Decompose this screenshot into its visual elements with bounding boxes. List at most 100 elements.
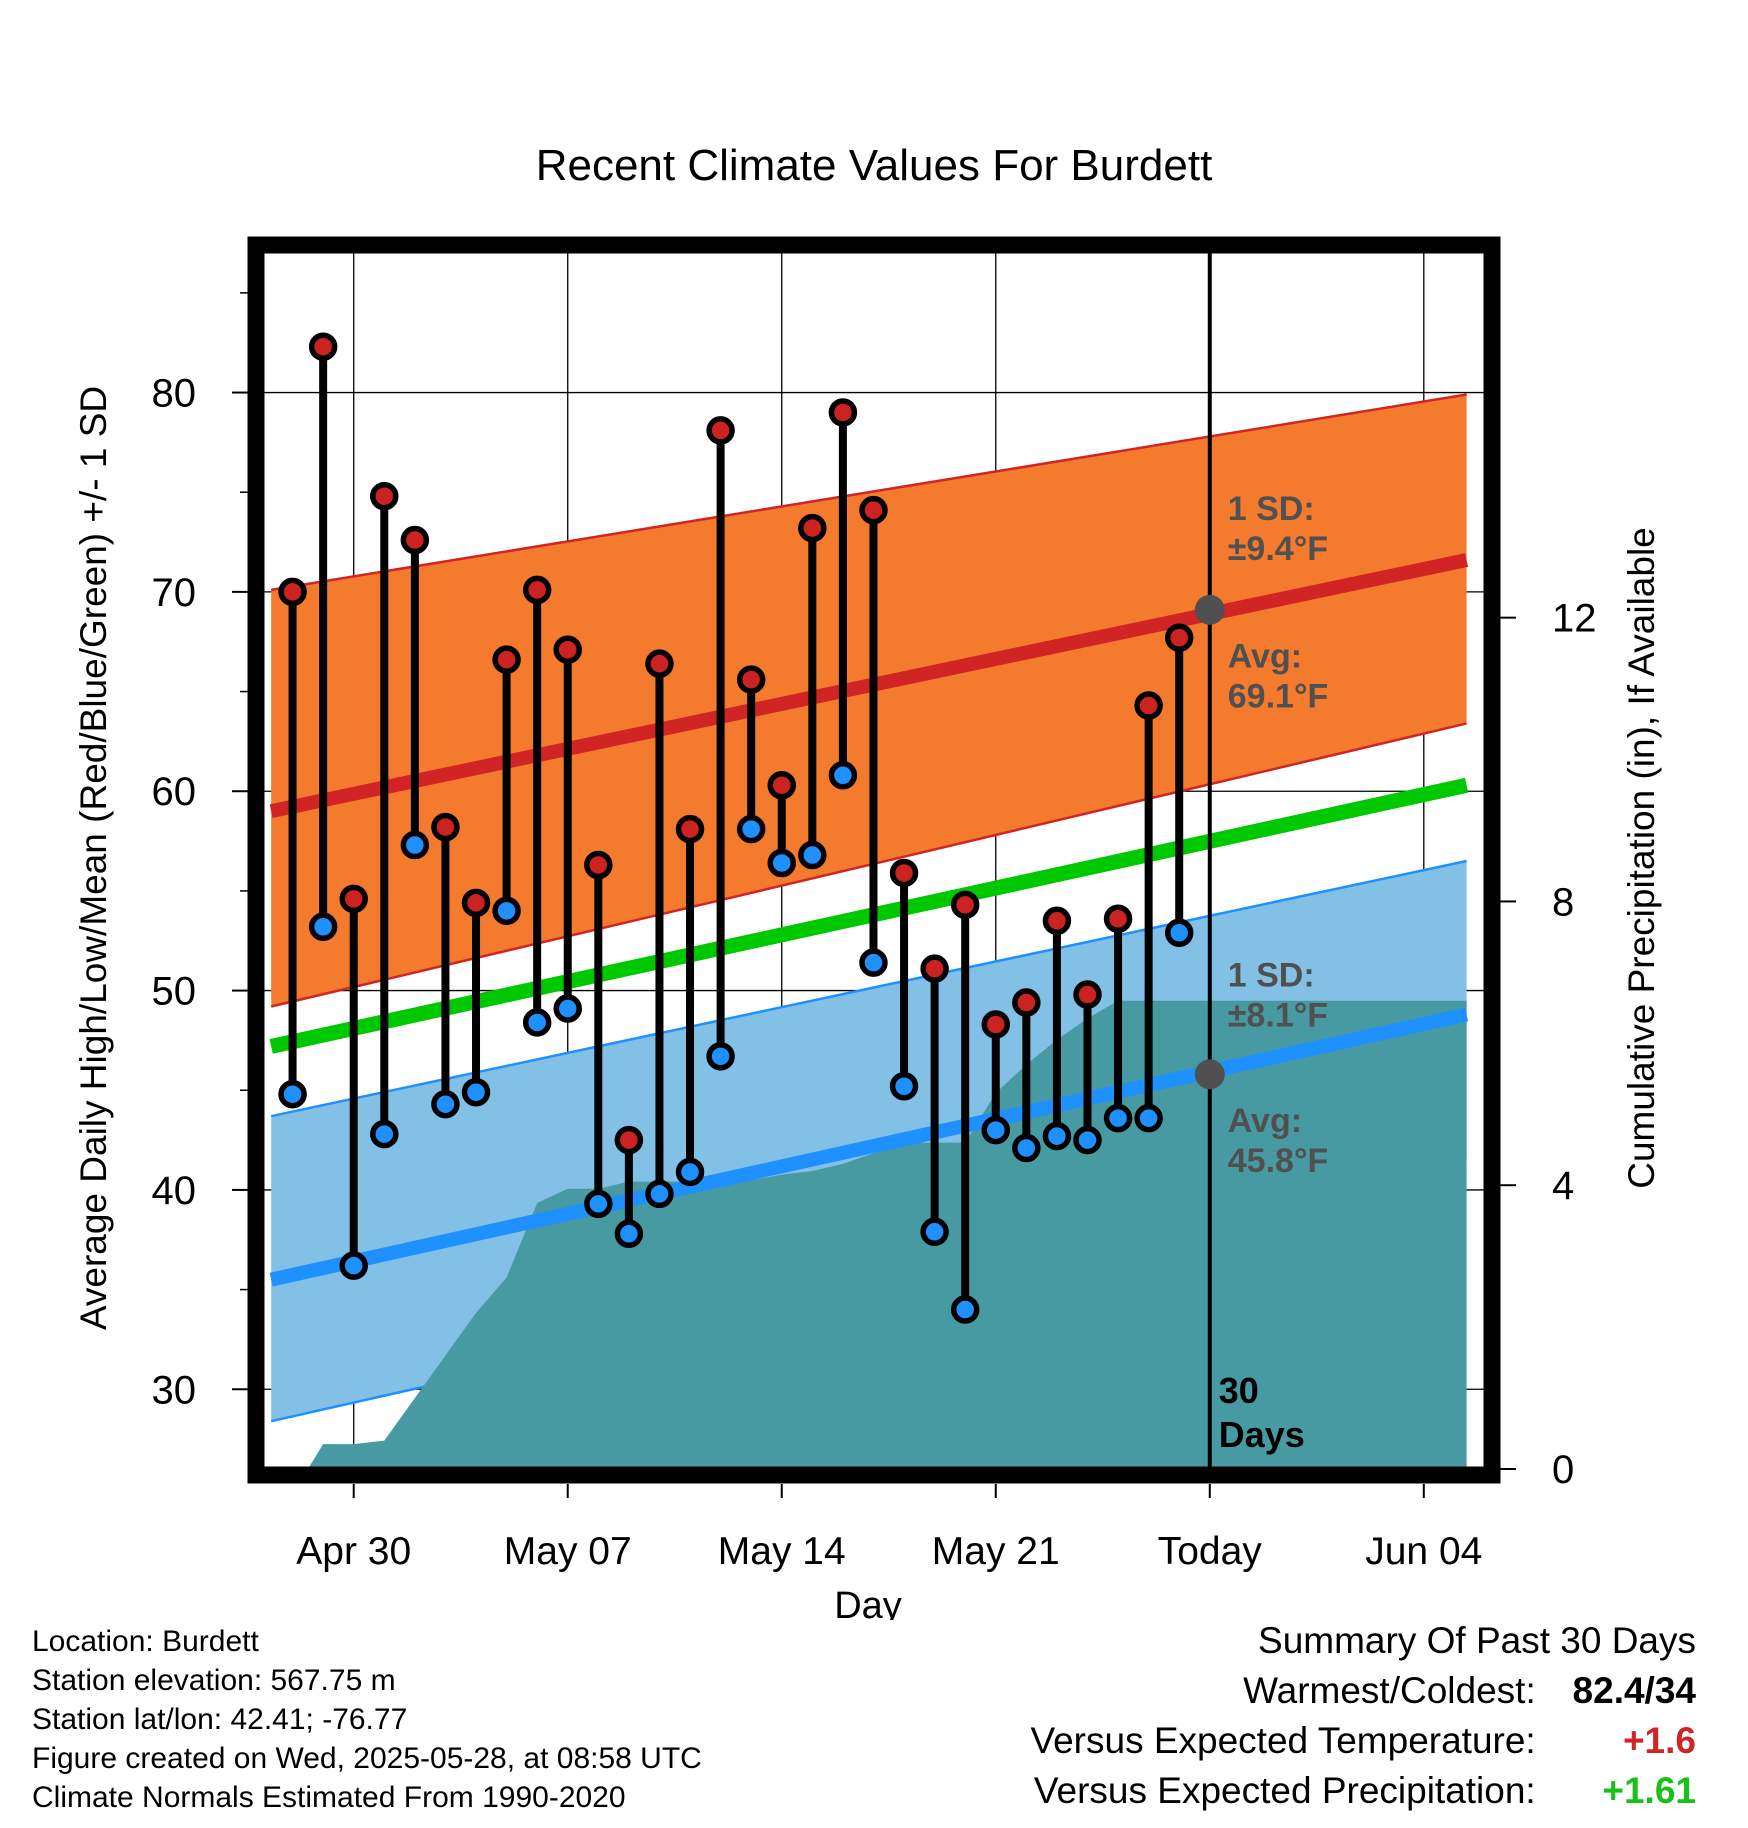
- climate-chart: Recent Climate Values For Burdett 1 SD:±…: [73, 141, 1662, 1620]
- daily-low-point: [278, 1079, 307, 1109]
- today-average-markers: [1194, 594, 1225, 1090]
- daily-low-point: [431, 1089, 460, 1119]
- x-tick-label: May 21: [932, 1530, 1060, 1573]
- daily-low-point: [492, 896, 521, 926]
- warmest-label: Warmest/Coldest:: [1243, 1670, 1536, 1711]
- y2-tick-label: 0: [1552, 1448, 1574, 1492]
- precip-label: Versus Expected Precipitation:: [1033, 1770, 1536, 1811]
- daily-high-point: [614, 1125, 644, 1155]
- x-tick-label: May 14: [718, 1530, 846, 1573]
- summary-heading: Summary Of Past 30 Days: [1258, 1620, 1696, 1661]
- daily-high-point: [431, 812, 460, 842]
- today-high-avg-point: [1194, 594, 1225, 625]
- created-text: Figure created on Wed, 2025-05-28, at 08…: [32, 1742, 702, 1775]
- daily-low-point: [584, 1189, 613, 1219]
- daily-high-point: [1134, 691, 1163, 720]
- daily-low-point: [1073, 1125, 1102, 1155]
- y2-tick-label: 12: [1552, 597, 1597, 641]
- y-tick-label: 50: [152, 970, 197, 1014]
- daily-high-point: [645, 649, 674, 678]
- elevation-text: Station elevation: 567.75 m: [32, 1664, 396, 1697]
- x-tick-label: Jun 04: [1365, 1530, 1482, 1573]
- daily-low-point: [400, 830, 430, 860]
- daily-high-point: [859, 495, 888, 525]
- daily-low-point: [920, 1217, 949, 1247]
- y2-axis-label: Cumulative Precipitation (in), If Availa…: [1621, 527, 1662, 1189]
- daily-bars: [278, 332, 1194, 1324]
- normal-low-line: [269, 1007, 1469, 1287]
- daily-low-point: [1164, 918, 1194, 948]
- daily-high-point: [339, 884, 368, 914]
- daily-low-point: [706, 1042, 735, 1071]
- daily-low-point: [1042, 1121, 1072, 1151]
- y-tick-label: 30: [152, 1368, 197, 1412]
- daily-low-point: [675, 1157, 705, 1187]
- daily-high-point: [584, 850, 613, 880]
- latlon-text: Station lat/lon: 42.41; -76.77: [32, 1703, 408, 1736]
- daily-high-point: [736, 665, 766, 694]
- high-band-lower-edge: [270, 722, 1467, 1008]
- temp-value: +1.6: [1622, 1720, 1696, 1761]
- today-window-label: Days: [1219, 1414, 1305, 1455]
- daily-low-point: [859, 948, 888, 977]
- low-sd-annotation: ±8.1°F: [1228, 997, 1328, 1035]
- daily-high-point: [278, 577, 307, 607]
- daily-high-point: [400, 525, 430, 555]
- precip-value: +1.61: [1602, 1770, 1696, 1811]
- daily-high-point: [920, 954, 949, 983]
- station-info: Location: Burdett Station elevation: 567…: [32, 1622, 702, 1817]
- daily-low-point: [1134, 1103, 1163, 1133]
- daily-high-point: [370, 481, 399, 511]
- summary-temp-row: Versus Expected Temperature: +1.6: [1030, 1716, 1696, 1766]
- low-avg-annotation: 45.8°F: [1228, 1142, 1329, 1180]
- daily-high-point: [308, 332, 338, 361]
- normal-mean-line: [269, 777, 1469, 1054]
- normal-high-line: [269, 553, 1469, 819]
- x-tick-label: Apr 30: [296, 1530, 411, 1573]
- daily-low-point: [553, 994, 582, 1023]
- x-tick-label: Today: [1158, 1530, 1263, 1573]
- today-window-label: 30: [1219, 1370, 1259, 1411]
- daily-high-point: [828, 398, 858, 427]
- low-sd-annotation: 1 SD:: [1228, 957, 1315, 995]
- precipitation-area: [307, 1000, 1467, 1469]
- x-axis-label: Day: [834, 1585, 902, 1620]
- high-avg-annotation: Avg:: [1228, 638, 1302, 676]
- warmest-value: 82.4/34: [1572, 1670, 1696, 1711]
- plot-frame: [247, 236, 1501, 1484]
- daily-high-point: [675, 814, 705, 844]
- y-axis-label: Average Daily High/Low/Mean (Red/Blue/Gr…: [73, 386, 114, 1330]
- daily-low-point: [308, 912, 338, 942]
- daily-low-point: [645, 1179, 674, 1209]
- daily-high-point: [461, 888, 491, 918]
- axes: 30 40 50 60 70 80 0 4 8 12 Apr 30 May 07 May 14 May 2…: [152, 292, 1597, 1573]
- daily-high-point: [1012, 988, 1041, 1017]
- daily-low-point: [798, 840, 827, 870]
- today-low-avg-point: [1194, 1059, 1225, 1090]
- daily-high-point: [1073, 980, 1102, 1009]
- daily-high-point: [1042, 906, 1072, 936]
- temp-label: Versus Expected Temperature:: [1030, 1720, 1536, 1761]
- y-tick-label: 40: [152, 1169, 197, 1213]
- low-band-upper-edge: [270, 859, 1467, 1118]
- daily-low-point: [461, 1077, 491, 1107]
- x-tick-label: May 07: [504, 1530, 632, 1573]
- daily-high-point: [553, 635, 582, 664]
- daily-high-point: [522, 575, 552, 605]
- y-tick-label: 80: [152, 372, 197, 416]
- daily-high-point: [981, 1010, 1011, 1039]
- high-sd-annotation: ±9.4°F: [1228, 530, 1328, 568]
- summary-panel: Summary Of Past 30 Days Warmest/Coldest:…: [1030, 1616, 1696, 1816]
- daily-high-point: [492, 645, 521, 674]
- high-band-upper-edge: [270, 393, 1467, 592]
- y-tick-label: 60: [152, 770, 197, 814]
- summary-warmest-row: Warmest/Coldest: 82.4/34: [1030, 1666, 1696, 1716]
- location-text: Location: Burdett: [32, 1625, 259, 1658]
- daily-low-point: [889, 1072, 919, 1101]
- normals-text: Climate Normals Estimated From 1990-2020: [32, 1781, 626, 1814]
- daily-low-point: [736, 814, 766, 844]
- low-avg-annotation: Avg:: [1228, 1102, 1302, 1140]
- chart-title: Recent Climate Values For Burdett: [536, 141, 1213, 190]
